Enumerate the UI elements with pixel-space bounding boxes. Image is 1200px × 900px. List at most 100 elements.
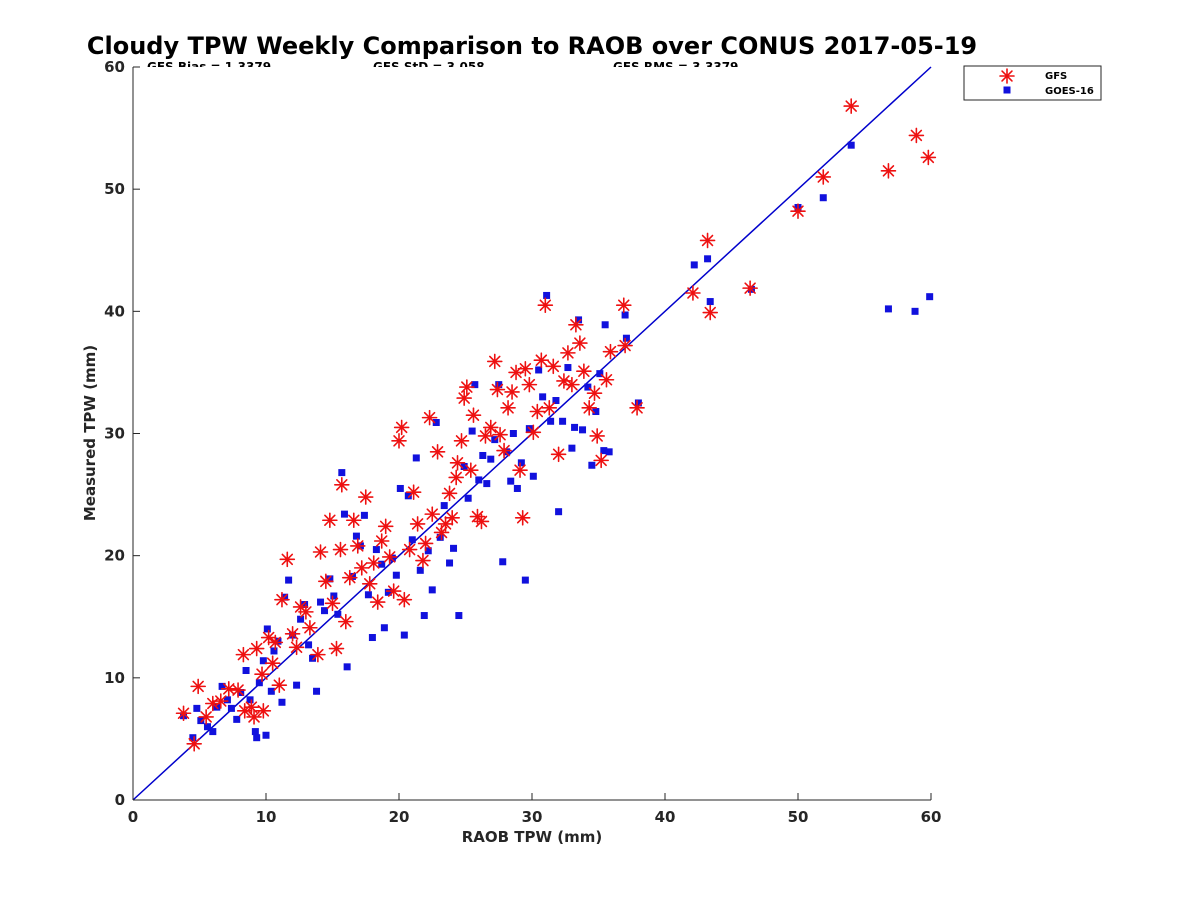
goes-16-data-point [911,307,919,315]
gfs-data-point [545,358,562,375]
goes-16-data-point [364,591,372,599]
gfs-data-point [332,541,349,558]
goes-16-data-point [690,261,698,269]
series-goes-16-markers [180,141,934,742]
goes-16-data-point [388,554,396,562]
plot-area: 0 10 20 30 40 50 60 0 10 20 30 40 50 60 [104,58,941,826]
gfs-data-point [629,400,645,416]
gfs-data-point [482,419,499,436]
goes-16-data-point [255,679,263,687]
goes-16-data-point [285,576,293,584]
y-tick-label: 30 [104,425,125,443]
gfs-data-point [541,400,558,416]
gfs-data-point [396,591,413,608]
goes-16-data-point [471,381,479,389]
gfs-data-point [504,384,520,400]
gfs-data-point [492,426,508,443]
goes-16-data-point [547,417,555,425]
gfs-data-point [230,682,246,698]
gfs-data-point [699,232,716,249]
goes-16-data-point [819,194,827,202]
gfs-data-point [576,363,592,379]
goes-16-data-point [450,544,458,552]
gfs-data-point [517,360,534,377]
gfs-data-point [377,518,394,535]
legend: GFS GOES-16 [963,65,1102,101]
goes-16-data-point [189,734,197,742]
goes-16-data-point [509,430,517,437]
goes-16-data-point [274,637,282,645]
gfs-data-point [564,376,580,393]
gfs-data-point [284,626,301,642]
gfs-data-point [417,535,434,552]
gfs-data-point [349,538,366,554]
goes-16-data-point [543,291,551,299]
goes-16-data-point [424,547,432,555]
gfs-data-point [264,655,281,671]
gfs-data-point [742,280,758,296]
gfs-data-point [357,489,374,505]
goes-16-data-point [592,408,600,416]
goes-16-data-point [704,255,712,263]
goes-16-data-point [242,667,250,675]
goes-16-data-point [487,455,495,463]
goes-16-data-point [539,393,547,401]
gfs-data-point [405,484,422,500]
gfs-data-point [312,544,329,560]
goes-16-data-point [588,461,596,469]
gfs-data-point [353,560,370,576]
goes-16-data-point [408,536,416,544]
gfs-data-point [385,583,402,599]
gfs-data-point [448,469,464,486]
legend-goes-16-square [1003,86,1011,94]
goes-16-data-point [321,607,329,615]
gfs-data-point [310,646,326,663]
gfs-data-point [324,595,341,612]
goes-16-data-point [313,687,321,695]
goes-16-data-point [552,397,560,405]
gfs-data-point [409,516,426,532]
gfs-data-point [581,400,597,416]
goes-16-data-point [263,625,271,633]
gfs-data-point [424,506,441,522]
goes-16-data-point [348,572,356,580]
goes-16-data-point [600,447,608,455]
goes-16-data-point [360,511,368,519]
goes-16-data-point [622,334,630,342]
gfs-data-point [365,555,382,571]
gfs-data-point [429,444,446,460]
goes-16-data-point [495,381,503,389]
gfs-data-point [843,98,860,114]
gfs-data-point [525,424,542,441]
goes-16-data-point [400,631,408,639]
gfs-data-point [274,591,290,608]
goes-16-data-point [317,598,325,606]
goes-16-data-point [503,448,511,456]
goes-16-data-point [378,560,386,568]
goes-16-data-point [575,316,583,324]
goes-16-data-point [301,601,309,609]
gfs-data-point [246,709,262,725]
goes-16-data-point [372,546,380,554]
gfs-data-point [514,509,531,526]
x-tick-label: 0 [128,808,138,826]
goes-16-data-point [464,494,472,502]
gfs-data-point [496,442,512,459]
gfs-data-point [568,316,584,333]
y-tick-label: 60 [104,58,125,76]
y-tick-label: 0 [115,791,125,809]
goes-16-data-point [596,370,604,378]
gfs-data-point [393,419,410,436]
goes-16-data-point [259,657,267,665]
x-tick-label: 60 [921,808,942,826]
chart-title: Cloudy TPW Weekly Comparison to RAOB ove… [87,32,977,60]
x-axis-ticks: 0 10 20 30 40 50 60 [128,793,942,826]
gfs-data-point [369,594,386,610]
gfs-data-point [373,533,390,549]
goes-16-data-point [278,698,286,706]
goes-16-data-point [193,704,201,712]
gfs-data-point [473,513,490,530]
goes-16-data-point [197,717,205,725]
goes-16-data-point [706,298,714,306]
gfs-data-point [586,385,603,401]
